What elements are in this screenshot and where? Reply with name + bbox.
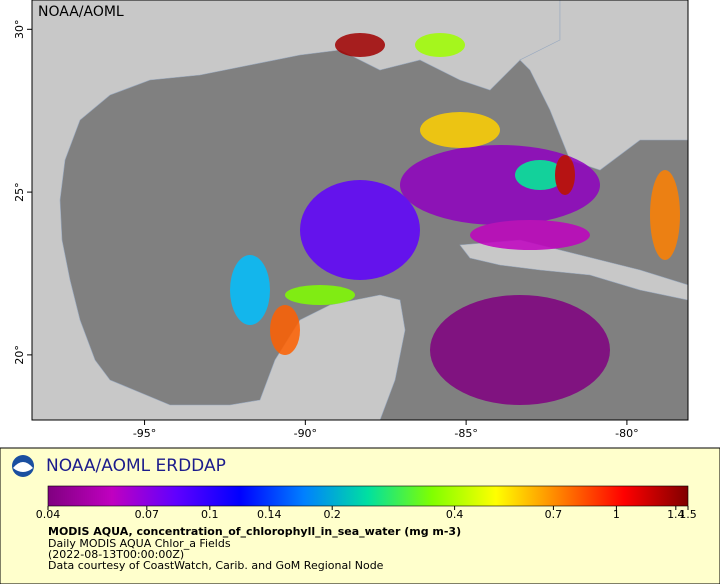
colorbar-tick-label: 1.4: [667, 508, 685, 521]
watermark: NOAA/AOML: [38, 4, 124, 20]
y-tick-label: 20°: [13, 345, 26, 365]
x-tick-label: -95°: [133, 427, 156, 440]
colorbar-tick-label: 0.7: [545, 508, 563, 521]
brand: NOAA/AOML ERDDAP: [46, 456, 226, 476]
x-tick-label: -85°: [454, 427, 477, 440]
colorbar-tick-label: 0.07: [135, 508, 160, 521]
colorbar-tick-label: 0.04: [36, 508, 61, 521]
pixel-patch: [470, 220, 590, 250]
colorbar: [47, 485, 689, 507]
colorbar-tick-label: 0.1: [201, 508, 219, 521]
pixel-patch: [650, 170, 680, 260]
pixel-patch: [420, 112, 500, 148]
legend-title: MODIS AQUA, concentration_of_chlorophyll…: [48, 525, 461, 538]
legend-line: (2022-08-13T00:00:00Z): [48, 548, 184, 561]
pixel-patch: [430, 295, 610, 405]
pixel-patch: [415, 33, 465, 57]
chlorophyll-field: [230, 33, 680, 405]
colorbar-tick-label: 0.14: [257, 508, 282, 521]
pixel-patch: [555, 155, 575, 195]
x-tick-label: -80°: [615, 427, 638, 440]
legend-line: Data courtesy of CoastWatch, Carib. and …: [48, 559, 384, 572]
pixel-patch: [300, 180, 420, 280]
map-frame: [31, 0, 689, 421]
colorbar-tick-label: 1: [613, 508, 620, 521]
pixel-patch: [285, 285, 355, 305]
pixel-patch: [230, 255, 270, 325]
colorbar-tick-label: 1.5: [679, 508, 697, 521]
noaa-logo: [12, 455, 34, 477]
colorbar-tick-label: 0.2: [323, 508, 341, 521]
cuba: [459, 239, 689, 301]
pixel-patch: [270, 305, 300, 355]
y-tick-label: 25°: [13, 182, 26, 202]
x-tick-label: -90°: [294, 427, 317, 440]
y-tick-label: 30°: [13, 20, 26, 40]
pixel-patch: [335, 33, 385, 57]
legend-panel: [0, 447, 720, 585]
legend-line: Daily MODIS AQUA Chlor_a Fields: [48, 537, 231, 550]
pixel-patch: [515, 160, 565, 190]
colorbar-tick-label: 0.4: [446, 508, 464, 521]
